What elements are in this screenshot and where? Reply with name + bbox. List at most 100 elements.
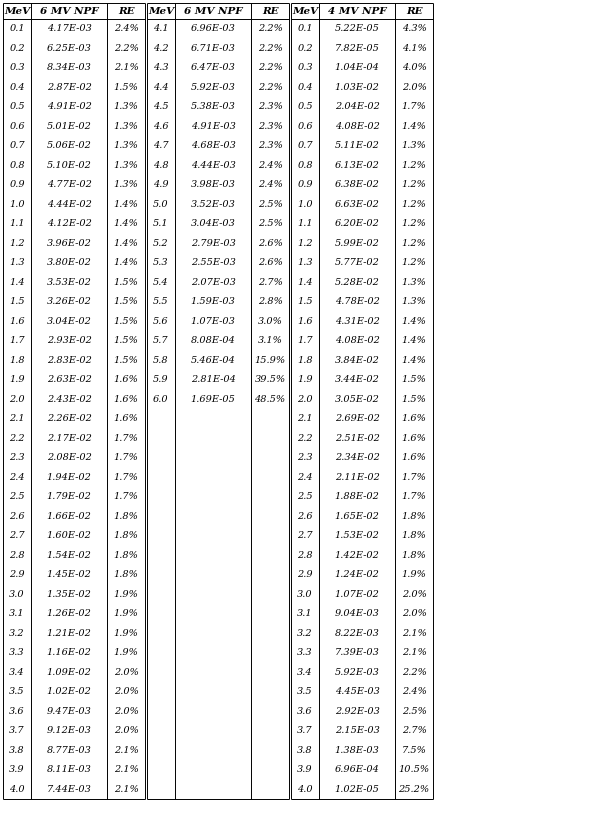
Text: 1.7: 1.7 xyxy=(297,337,313,346)
Text: 6.96E-03: 6.96E-03 xyxy=(191,25,235,33)
Text: 1.2: 1.2 xyxy=(9,239,25,248)
Text: 6.63E-02: 6.63E-02 xyxy=(335,200,379,209)
Text: 0.5: 0.5 xyxy=(297,103,313,112)
Text: 1.2%: 1.2% xyxy=(401,200,427,209)
Text: 1.7%: 1.7% xyxy=(113,453,139,462)
Text: 3.26E-02: 3.26E-02 xyxy=(47,297,91,306)
Text: 0.3: 0.3 xyxy=(297,63,313,72)
Text: 1.3%: 1.3% xyxy=(401,141,427,150)
Text: 6.0: 6.0 xyxy=(153,395,169,404)
Text: 1.2: 1.2 xyxy=(297,239,313,248)
Text: 1.7%: 1.7% xyxy=(113,433,139,443)
Text: 1.7%: 1.7% xyxy=(401,473,427,482)
Text: 5.46E-04: 5.46E-04 xyxy=(191,355,235,365)
Text: 1.3%: 1.3% xyxy=(113,181,139,190)
Text: 1.8%: 1.8% xyxy=(113,511,139,521)
Text: 48.5%: 48.5% xyxy=(254,395,286,404)
Text: 4.0: 4.0 xyxy=(297,785,313,794)
Text: 1.4: 1.4 xyxy=(297,277,313,287)
Text: 1.4%: 1.4% xyxy=(113,239,139,248)
Text: 2.1%: 2.1% xyxy=(113,785,139,794)
Text: 3.9: 3.9 xyxy=(297,765,313,774)
Text: 1.16E-02: 1.16E-02 xyxy=(47,649,91,658)
Text: 6 MV NPF: 6 MV NPF xyxy=(40,7,98,16)
Text: 7.82E-05: 7.82E-05 xyxy=(335,44,379,53)
Text: 4.3: 4.3 xyxy=(153,63,169,72)
Text: 2.2%: 2.2% xyxy=(257,25,283,33)
Text: 8.08E-04: 8.08E-04 xyxy=(191,337,235,346)
Text: 2.08E-02: 2.08E-02 xyxy=(47,453,91,462)
Text: 0.7: 0.7 xyxy=(9,141,25,150)
Text: 1.79E-02: 1.79E-02 xyxy=(47,493,91,502)
Text: 1.9: 1.9 xyxy=(9,375,25,384)
Text: 2.7%: 2.7% xyxy=(401,727,427,736)
Text: 1.9: 1.9 xyxy=(297,375,313,384)
Text: 5.10E-02: 5.10E-02 xyxy=(47,161,91,170)
Text: 5.11E-02: 5.11E-02 xyxy=(335,141,379,150)
Text: 1.7%: 1.7% xyxy=(113,473,139,482)
Text: 1.0: 1.0 xyxy=(9,200,25,209)
Text: 3.05E-02: 3.05E-02 xyxy=(335,395,379,404)
Text: 4.44E-02: 4.44E-02 xyxy=(47,200,91,209)
Text: 1.09E-02: 1.09E-02 xyxy=(47,667,91,677)
Text: 2.0%: 2.0% xyxy=(113,707,139,716)
Text: 2.9: 2.9 xyxy=(297,571,313,580)
Text: 2.04E-02: 2.04E-02 xyxy=(335,103,379,112)
Text: 1.6%: 1.6% xyxy=(401,453,427,462)
Text: 2.0%: 2.0% xyxy=(401,589,427,599)
Text: 4.5: 4.5 xyxy=(153,103,169,112)
Text: 1.4%: 1.4% xyxy=(113,200,139,209)
Text: 2.79E-03: 2.79E-03 xyxy=(191,239,235,248)
Text: 2.2: 2.2 xyxy=(297,433,313,443)
Text: 1.66E-02: 1.66E-02 xyxy=(47,511,91,521)
Text: 4.2: 4.2 xyxy=(153,44,169,53)
Text: 3.53E-02: 3.53E-02 xyxy=(47,277,91,287)
Text: 1.8%: 1.8% xyxy=(401,511,427,521)
Text: 8.11E-03: 8.11E-03 xyxy=(47,765,91,774)
Text: 2.8: 2.8 xyxy=(297,551,313,560)
Text: 4.91E-03: 4.91E-03 xyxy=(191,122,235,131)
Text: 1.2%: 1.2% xyxy=(401,239,427,248)
Text: 6.25E-03: 6.25E-03 xyxy=(47,44,91,53)
Text: 1.5%: 1.5% xyxy=(113,337,139,346)
Text: 2.3%: 2.3% xyxy=(257,141,283,150)
Text: 6.20E-02: 6.20E-02 xyxy=(335,219,379,228)
Text: 5.99E-02: 5.99E-02 xyxy=(335,239,379,248)
Text: 3.3: 3.3 xyxy=(9,649,25,658)
Text: 3.04E-03: 3.04E-03 xyxy=(191,219,235,228)
Text: 2.26E-02: 2.26E-02 xyxy=(47,415,91,424)
Text: 2.6%: 2.6% xyxy=(257,239,283,248)
Text: 5.92E-03: 5.92E-03 xyxy=(191,83,235,92)
Text: 2.2: 2.2 xyxy=(9,433,25,443)
Text: 0.9: 0.9 xyxy=(297,181,313,190)
Text: 3.8: 3.8 xyxy=(9,745,25,754)
Text: 5.0: 5.0 xyxy=(153,200,169,209)
Text: 0.8: 0.8 xyxy=(297,161,313,170)
Text: 2.6: 2.6 xyxy=(9,511,25,521)
Text: 3.04E-02: 3.04E-02 xyxy=(47,317,91,326)
Text: 1.65E-02: 1.65E-02 xyxy=(335,511,379,521)
Text: 2.5: 2.5 xyxy=(9,493,25,502)
Text: 5.6: 5.6 xyxy=(153,317,169,326)
Text: 2.6%: 2.6% xyxy=(257,259,283,268)
Text: 1.2%: 1.2% xyxy=(401,219,427,228)
Text: 1.8%: 1.8% xyxy=(113,571,139,580)
Text: 3.52E-03: 3.52E-03 xyxy=(191,200,235,209)
Text: 1.4%: 1.4% xyxy=(113,259,139,268)
Text: 5.5: 5.5 xyxy=(153,297,169,306)
Text: 1.9%: 1.9% xyxy=(113,589,139,599)
Text: 0.6: 0.6 xyxy=(297,122,313,131)
Text: 1.5: 1.5 xyxy=(9,297,25,306)
Text: 4.9: 4.9 xyxy=(153,181,169,190)
Text: 1.69E-05: 1.69E-05 xyxy=(191,395,235,404)
Text: 0.4: 0.4 xyxy=(9,83,25,92)
Text: 2.7: 2.7 xyxy=(297,531,313,540)
Text: 1.7%: 1.7% xyxy=(401,493,427,502)
Text: 2.1%: 2.1% xyxy=(401,629,427,638)
Text: 5.06E-02: 5.06E-02 xyxy=(47,141,91,150)
Text: 4.4: 4.4 xyxy=(153,83,169,92)
Text: 5.38E-03: 5.38E-03 xyxy=(191,103,235,112)
Text: 1.8%: 1.8% xyxy=(401,531,427,540)
Text: 0.2: 0.2 xyxy=(297,44,313,53)
Text: 2.3%: 2.3% xyxy=(257,103,283,112)
